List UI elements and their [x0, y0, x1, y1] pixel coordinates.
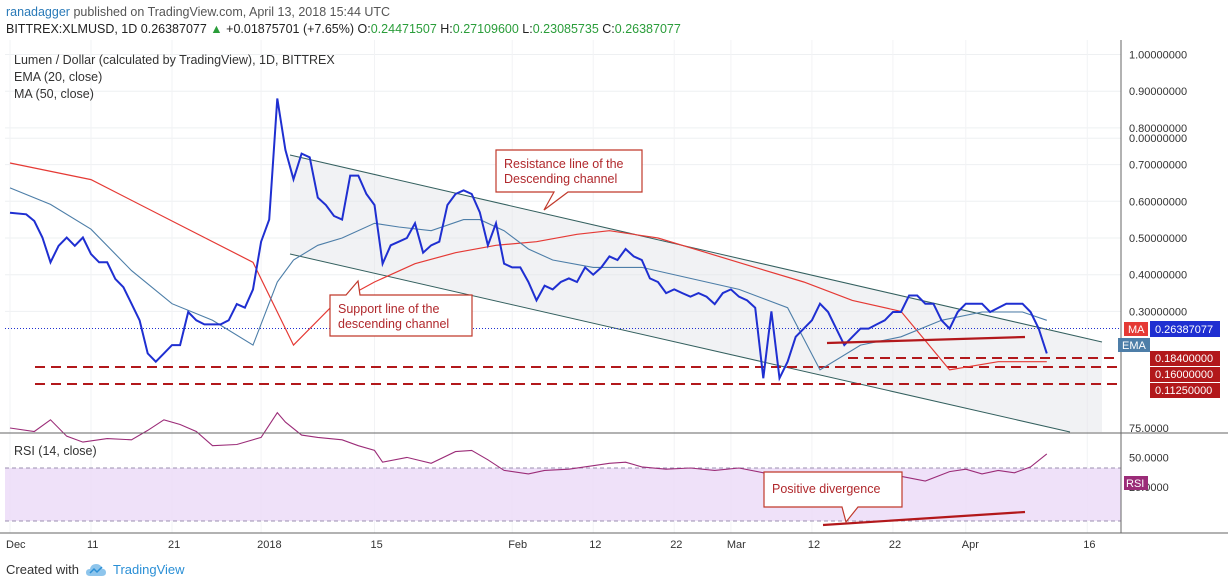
price-tick-label: 0.50000000 — [1129, 233, 1187, 245]
published-text: published on TradingView.com, April 13, … — [73, 5, 391, 19]
svg-text:0.18400000: 0.18400000 — [1155, 353, 1213, 365]
rsi-badge: RSI — [1124, 476, 1148, 490]
price-tick-label: 0.40000000 — [1129, 270, 1187, 282]
support-line — [289, 253, 1071, 433]
tradingview-cloud-icon — [85, 563, 106, 576]
publish-line: ranadagger published on TradingView.com,… — [6, 5, 390, 19]
svg-text:MA: MA — [1128, 324, 1145, 336]
change: +0.01875701 (+7.65%) — [226, 22, 355, 36]
price-tick-label: 0.90000000 — [1129, 86, 1187, 98]
author-link[interactable]: ranadagger — [6, 5, 70, 19]
created-with-text: Created with — [6, 562, 79, 577]
open-value: 0.24471507 — [370, 22, 437, 36]
level-badge-0184: 0.18400000 — [1150, 351, 1220, 366]
change-arrow-icon: ▲ — [210, 22, 223, 36]
time-tick-label: Apr — [962, 539, 979, 551]
legend-rsi: RSI (14, close) — [14, 444, 97, 458]
price-tick-label: 0.30000000 — [1129, 306, 1187, 318]
time-tick-label: 11 — [87, 539, 98, 551]
resistance-callout-line1: Resistance line of the — [504, 157, 624, 171]
price-chart[interactable]: 1.00000000 0.90000000 0.80000000 0.70000000… — [0, 40, 1228, 552]
time-tick-label: Dec — [6, 539, 26, 551]
price-tick-label: 0.70000000 — [1129, 160, 1187, 172]
legend-ema: EMA (20, close) — [14, 70, 102, 84]
ma-badge: MA — [1124, 322, 1148, 336]
ma-line — [9, 162, 1047, 371]
tradingview-brand-link[interactable]: TradingView — [112, 562, 185, 577]
open-label: O: — [357, 22, 371, 36]
time-tick-label: 15 — [371, 539, 383, 551]
time-axis-ticks: Dec 11 21 2018 15 Feb 12 22 Mar 12 22 Apr 16 — [6, 539, 1096, 551]
close-value: 0.26387077 — [614, 22, 681, 36]
time-tick-label: Mar — [727, 539, 746, 551]
price-badge: 0.26387077 — [1150, 321, 1220, 337]
resistance-line — [289, 154, 1103, 343]
level-badge-016: 0.16000000 — [1150, 367, 1220, 382]
rsi-band — [5, 468, 1121, 521]
support-callout-line2: descending channel — [338, 317, 449, 331]
ema-badge: EMA — [1118, 338, 1150, 352]
price-divergence-line — [826, 335, 1026, 345]
symbol: BITTREX:XLMUSD, 1D — [6, 22, 138, 36]
rsi-tick-label: 50.0000 — [1129, 452, 1169, 464]
svg-text:EMA: EMA — [1122, 340, 1147, 352]
svg-text:0.26387077: 0.26387077 — [1155, 324, 1213, 336]
divergence-callout-text: Positive divergence — [772, 482, 880, 496]
resistance-callout-line2: Descending channel — [504, 172, 617, 186]
time-tick-label: 16 — [1083, 539, 1095, 551]
resistance-callout: Resistance line of the Descending channe… — [495, 149, 643, 211]
price-tick-label: 0.80000000 — [1129, 123, 1187, 135]
time-tick-label: 22 — [670, 539, 682, 551]
last-price: 0.26387077 — [140, 22, 207, 36]
rsi-tick-label: 75.0000 — [1129, 423, 1169, 435]
level-badge-01125: 0.11250000 — [1150, 383, 1220, 398]
ohlc-line: BITTREX:XLMUSD, 1D 0.26387077 ▲ +0.01875… — [6, 22, 681, 36]
high-value: 0.27109600 — [452, 22, 519, 36]
support-callout: Support line of the descending channel — [329, 279, 473, 337]
ema-line — [9, 187, 1047, 371]
price-tick-label: 1.00000000 — [1129, 50, 1187, 62]
svg-text:0.11250000: 0.11250000 — [1155, 385, 1212, 397]
legend-title: Lumen / Dollar (calculated by TradingVie… — [14, 53, 335, 67]
time-tick-label: 12 — [808, 539, 820, 551]
high-label: H: — [440, 22, 453, 36]
low-label: L: — [522, 22, 533, 36]
price-axis-ticks: 1.00000000 0.90000000 0.80000000 0.70000000… — [1129, 50, 1187, 319]
price-tick-label: 0.60000000 — [1129, 196, 1187, 208]
time-tick-label: 21 — [168, 539, 180, 551]
time-tick-label: Feb — [508, 539, 527, 551]
price-line — [9, 98, 1048, 382]
price-tick-label: 0.00000000 — [1129, 133, 1187, 145]
time-tick-label: 2018 — [257, 539, 281, 551]
footer: Created with TradingView — [6, 562, 185, 577]
legend-ma: MA (50, close) — [14, 87, 94, 101]
rsi-divergence-line — [822, 510, 1026, 527]
svg-text:RSI: RSI — [1126, 478, 1144, 490]
svg-text:0.16000000: 0.16000000 — [1155, 369, 1213, 381]
time-tick-label: 12 — [589, 539, 601, 551]
close-label: C: — [602, 22, 615, 36]
low-value: 0.23085735 — [532, 22, 599, 36]
time-tick-label: 22 — [889, 539, 901, 551]
support-callout-line1: Support line of the — [338, 302, 440, 316]
divergence-callout: Positive divergence — [763, 471, 903, 524]
